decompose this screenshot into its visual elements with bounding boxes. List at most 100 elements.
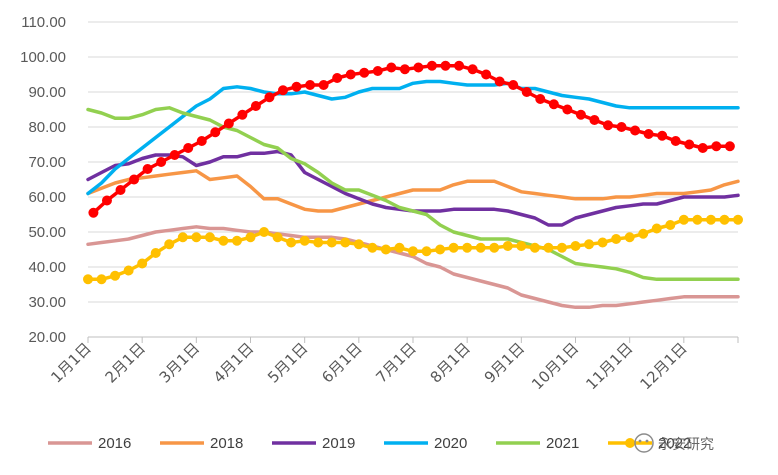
x-axis: 1月1日 2月1日 3月1日 4月1日 5月1日 6月1日 7月1日 8月1日 9月1日 10月1…	[47, 336, 739, 393]
data-point-2022-red	[670, 136, 681, 146]
y-tick-label: 20.00	[28, 329, 66, 346]
data-point-2022-red	[589, 115, 600, 125]
data-point-2022	[543, 242, 554, 253]
data-point-2022-red	[129, 174, 140, 185]
data-point-2022-red	[603, 120, 613, 131]
series-lines	[83, 60, 743, 310]
data-point-2022	[651, 223, 662, 234]
data-point-2022-red	[156, 157, 167, 167]
series-line-2018	[86, 169, 740, 213]
data-point-2022	[597, 237, 608, 248]
legend: 2016 2018 2019 2020 2021 2022	[48, 435, 691, 452]
data-point-2022-red	[643, 129, 654, 139]
data-point-2022	[408, 246, 418, 257]
y-tick-label: 90.00	[28, 84, 66, 101]
data-point-2022-red	[481, 69, 492, 80]
data-point-2022-red	[426, 60, 437, 71]
data-point-2022-red	[697, 143, 708, 153]
series-line-2020	[86, 79, 740, 196]
data-point-2022	[150, 248, 161, 258]
legend-label: 2016	[98, 435, 131, 452]
data-point-2022-red	[115, 185, 126, 195]
watermark: 永安研究	[634, 433, 714, 453]
data-point-2022-red	[332, 73, 343, 83]
legend-label: 2021	[546, 435, 579, 452]
data-point-2022	[299, 235, 310, 246]
data-point-2022	[83, 274, 93, 285]
legend-label: 2020	[434, 435, 467, 452]
data-point-2022	[733, 214, 743, 225]
data-point-2022	[435, 244, 446, 255]
y-tick-label: 110.00	[21, 14, 66, 31]
data-point-2022-red	[467, 64, 478, 75]
data-point-2022	[110, 270, 121, 281]
data-point-2022	[259, 227, 270, 237]
data-point-2022-red	[562, 104, 573, 115]
data-point-2022	[556, 242, 567, 253]
data-point-2022	[421, 246, 432, 257]
data-point-2022	[326, 237, 337, 248]
data-point-2022-red	[142, 164, 153, 174]
data-point-2022	[624, 232, 635, 243]
data-point-2022	[570, 241, 581, 251]
y-tick-label: 40.00	[28, 259, 66, 276]
data-point-2022	[380, 244, 391, 255]
data-point-2022-red	[101, 195, 112, 206]
data-point-2022	[245, 232, 256, 243]
data-point-2022	[313, 237, 324, 248]
wechat-icon-dot-left	[638, 439, 642, 443]
data-point-2022	[665, 220, 676, 230]
y-axis: 20.00 30.00 40.00 50.00 60.00 70.00 80.00 90.00…	[20, 14, 66, 346]
wechat-icon-dot-right	[645, 439, 649, 443]
data-point-2022-red	[169, 150, 180, 160]
y-tick-label: 80.00	[28, 119, 66, 136]
x-tick-label: 2月1日	[102, 339, 149, 386]
data-point-2022-red	[264, 92, 275, 103]
data-point-2022	[177, 232, 188, 243]
y-tick-label: 100.00	[20, 49, 66, 66]
data-point-2022-red	[291, 81, 302, 92]
data-point-2022-red	[305, 80, 316, 90]
data-point-2022-red	[183, 143, 194, 153]
y-tick-label: 50.00	[28, 224, 66, 241]
data-point-2022	[678, 214, 689, 225]
data-point-2022-red	[386, 62, 397, 73]
series-line-2016	[86, 225, 740, 310]
data-point-2022-red	[508, 80, 519, 90]
data-point-2022-red	[575, 109, 586, 120]
legend-marker	[625, 438, 635, 448]
x-tick-label: 7月1日	[372, 339, 419, 386]
data-point-2022	[164, 239, 175, 250]
data-point-2022-red	[494, 76, 505, 87]
data-point-2022-red	[278, 85, 288, 96]
data-point-2022	[204, 232, 215, 243]
data-point-2022	[705, 214, 716, 225]
legend-label: 2018	[210, 435, 243, 452]
data-point-2022	[394, 242, 405, 253]
data-point-2022	[489, 242, 500, 253]
data-point-2022	[638, 228, 649, 239]
data-point-2022	[692, 214, 703, 225]
data-point-2022	[475, 242, 486, 253]
data-point-2022	[353, 239, 364, 250]
x-tick-label: 12月1日	[636, 339, 690, 393]
data-point-2022	[516, 241, 527, 251]
data-point-2022	[448, 242, 459, 253]
data-point-2022	[137, 258, 148, 269]
data-point-2022	[123, 265, 134, 276]
y-tick-label: 60.00	[28, 189, 66, 206]
data-point-2022	[462, 242, 473, 253]
legend-label: 2019	[322, 435, 355, 452]
x-tick-label: 11月1日	[582, 339, 636, 393]
data-point-2022-red	[711, 141, 722, 152]
data-point-2022-red	[657, 130, 668, 141]
data-point-2022-red	[359, 67, 370, 78]
data-point-2022	[272, 232, 283, 243]
data-point-2022	[286, 237, 297, 248]
data-point-2022	[502, 241, 513, 251]
series-line-2021	[86, 106, 740, 282]
data-point-2022-red	[237, 109, 248, 120]
data-point-2022-red	[440, 60, 451, 71]
data-point-2022	[231, 235, 242, 246]
